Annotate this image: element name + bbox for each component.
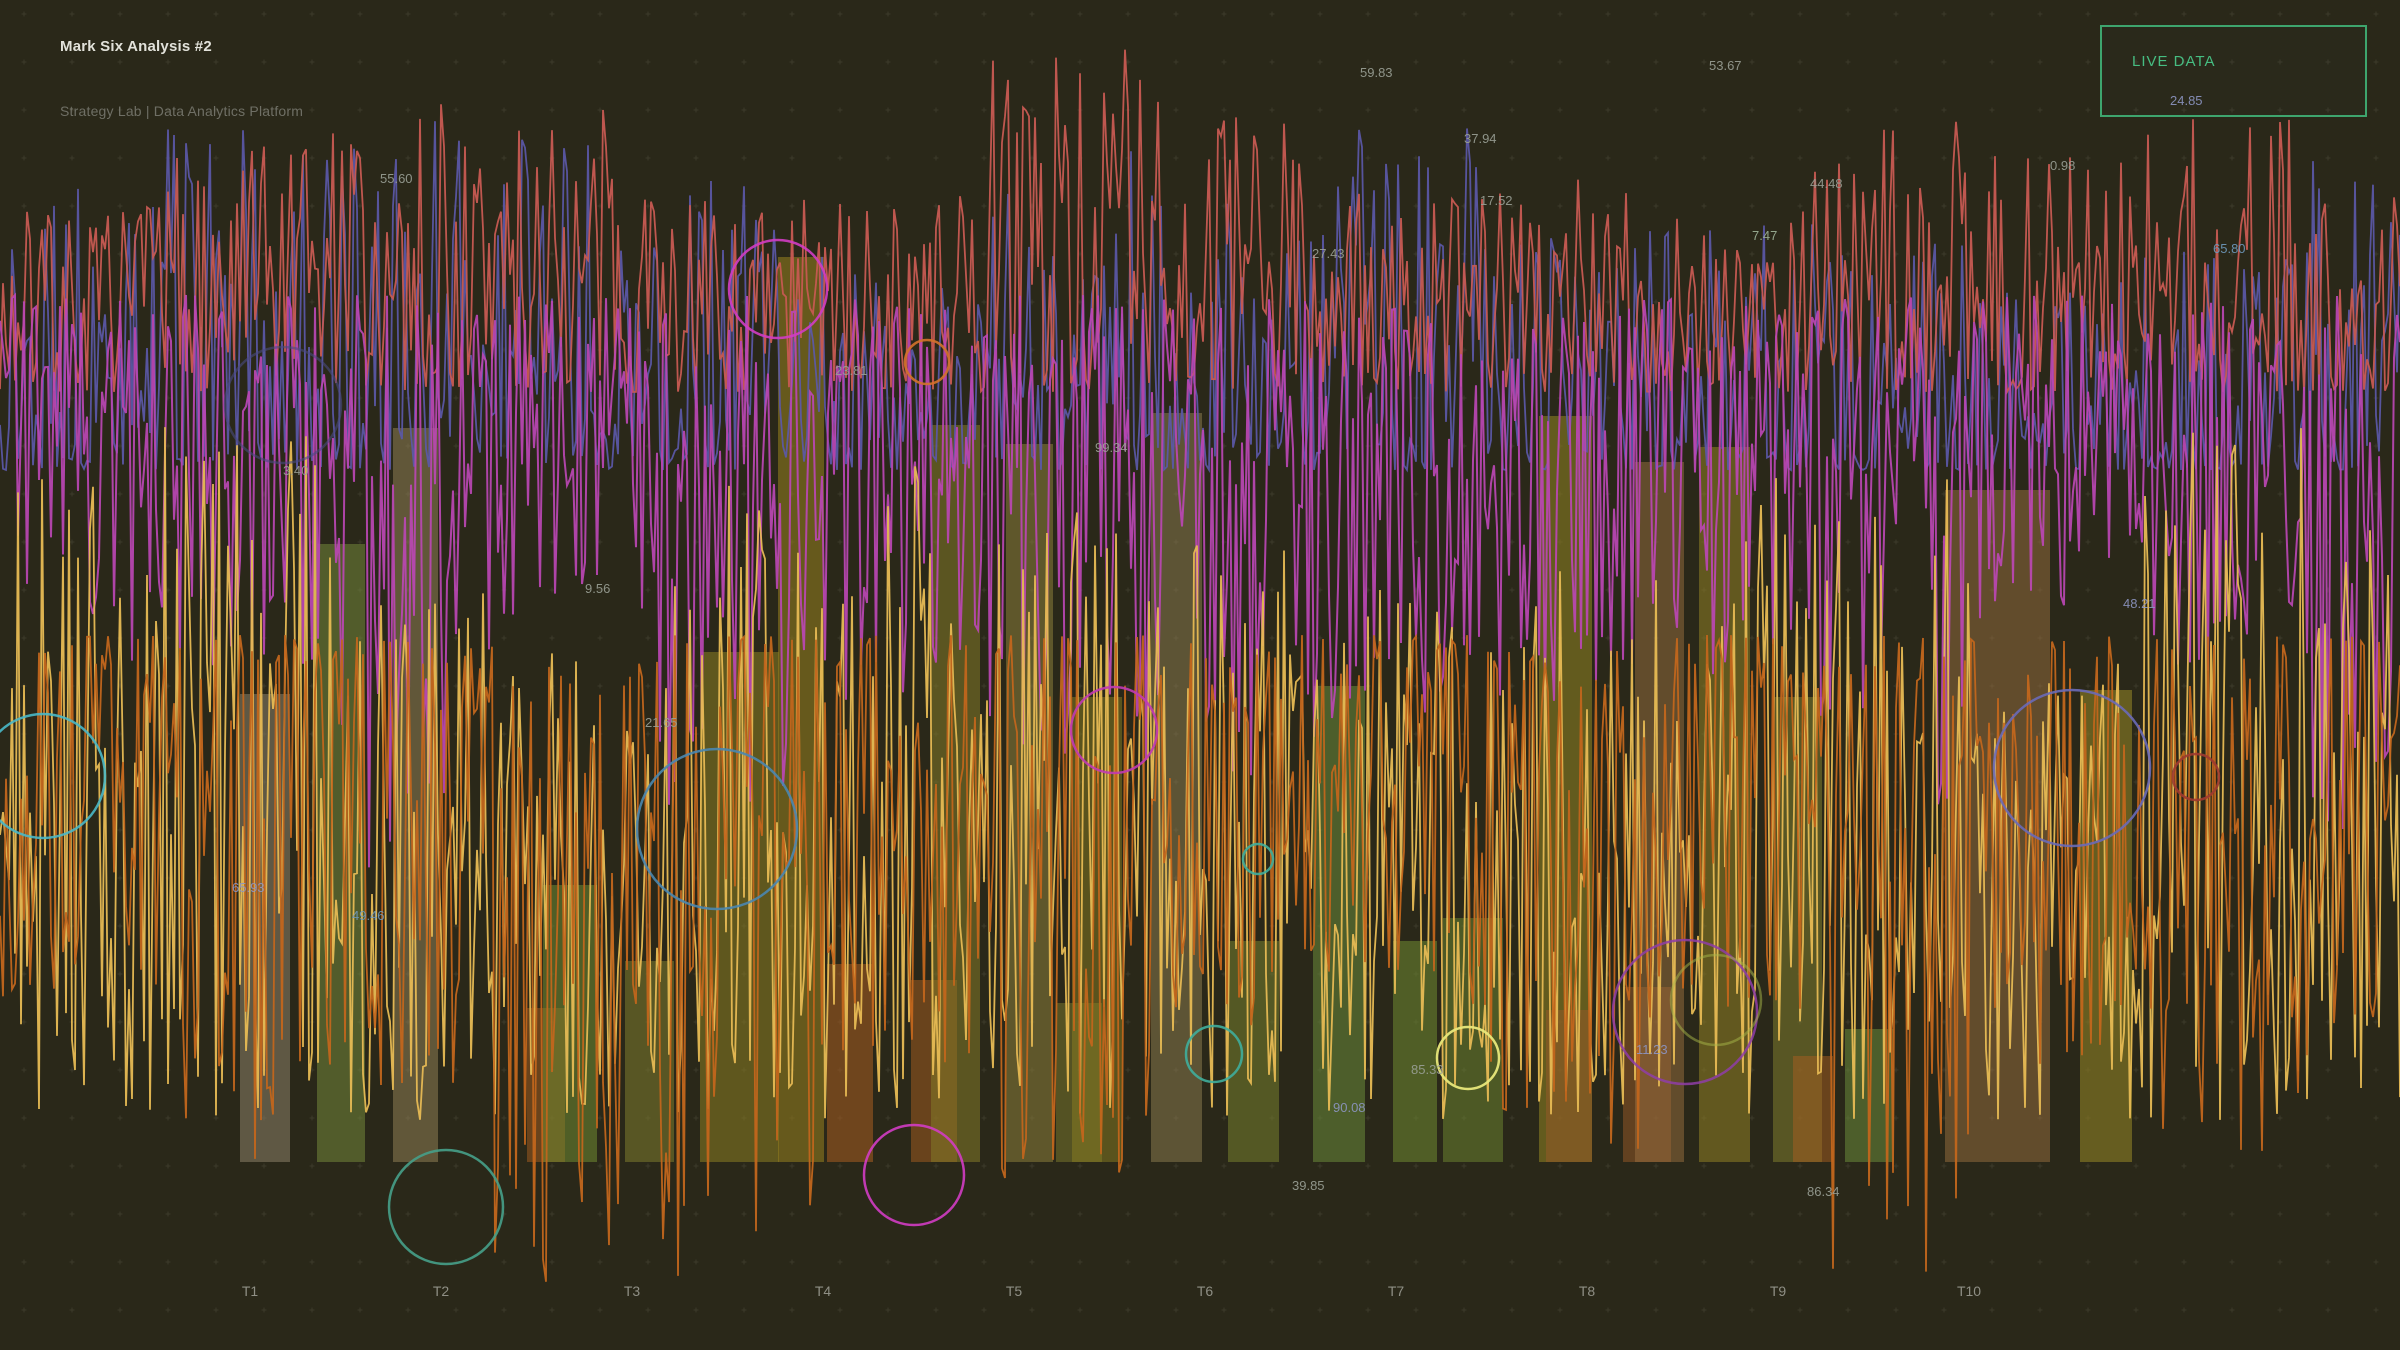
grid-dots [21,11,2379,1313]
bar [543,885,597,1162]
bar [1845,1029,1894,1162]
bar [527,1008,565,1162]
value-label: 44.48 [1810,176,1843,191]
series-indigo [0,121,2400,474]
x-axis-label: T9 [1770,1283,1787,1299]
value-label: 48.21 [2123,596,2156,611]
live-data-badge-label: LIVE DATA [2132,53,2216,70]
value-label: 3.40 [283,463,308,478]
marker-circle [635,747,799,911]
x-axis-label: T7 [1388,1283,1405,1299]
marker-circle [1992,688,2152,848]
x-axis-label: T4 [815,1283,832,1299]
x-axis-label: T2 [433,1283,450,1299]
bar [1313,686,1365,1162]
value-label: 55.60 [380,171,413,186]
value-label: 0.98 [2050,158,2075,173]
bar [1072,697,1122,1162]
value-label: 21.65 [645,715,678,730]
bar [931,425,980,1162]
x-axis-label: T8 [1579,1283,1596,1299]
bar [1773,697,1822,1162]
bar [1539,416,1592,1162]
page-title: Mark Six Analysis #2 [60,38,212,55]
bar [1151,413,1202,1162]
x-axis-label: T3 [624,1283,641,1299]
bar [1699,447,1750,1162]
bar [1623,987,1671,1162]
marker-circle [2171,752,2221,802]
x-axis-label: T5 [1006,1283,1023,1299]
value-label: 9.56 [585,581,610,596]
bar [2080,690,2132,1162]
live-data-badge[interactable]: LIVE DATA [2100,25,2367,117]
series-magenta [0,292,2400,868]
marker-circle [1435,1025,1501,1091]
value-label: 90.08 [1333,1100,1366,1115]
bar [1393,941,1437,1162]
bar [1443,918,1503,1162]
marker-circle [1611,938,1759,1086]
marker-circle [387,1148,505,1266]
marker-circle [1241,842,1275,876]
value-label: 59.83 [1360,65,1393,80]
series-yellow [0,427,2400,1120]
value-label: 85.33 [1411,1062,1444,1077]
value-label: 86.34 [1807,1184,1840,1199]
bar [240,694,290,1162]
bar [1945,490,2050,1162]
marker-circle [0,712,107,840]
marker-circle [903,338,951,386]
value-label: 17.52 [1480,193,1513,208]
marker-circle [1069,685,1159,775]
x-axis-label: T10 [1957,1283,1981,1299]
bar [1546,1010,1592,1162]
bar [778,257,824,1162]
x-axis-label: T1 [242,1283,259,1299]
value-label: 65.80 [2213,241,2246,256]
x-axis-label: T6 [1197,1283,1214,1299]
page-subtitle: Strategy Lab | Data Analytics Platform [60,103,304,119]
bar [911,980,957,1162]
bar [317,544,365,1162]
bar [393,428,438,1162]
bar [1228,941,1279,1162]
marker-circle [727,238,829,340]
value-label: 53.67 [1709,58,1742,73]
bar [1056,1003,1102,1162]
value-label: 65.93 [232,880,265,895]
value-label: 7.47 [1752,228,1777,243]
bar [1635,462,1684,1162]
series-red [0,49,2400,396]
marker-circle [223,345,343,465]
value-label: 99.34 [1095,440,1128,455]
series-orange [0,633,2400,1282]
value-label: 49.46 [352,908,385,923]
marker-circle [1184,1024,1244,1084]
bar [625,961,674,1162]
bar [700,652,779,1162]
value-label: 39.85 [1292,1178,1325,1193]
bar [1793,1056,1833,1162]
marker-circle [862,1123,966,1227]
value-label: 37.94 [1464,131,1497,146]
bar [827,964,873,1162]
value-label: 23.81 [835,363,868,378]
bar [1006,444,1053,1162]
value-label: 27.43 [1312,246,1345,261]
marker-circle [1669,953,1763,1047]
value-label: 11.23 [1636,1042,1668,1057]
